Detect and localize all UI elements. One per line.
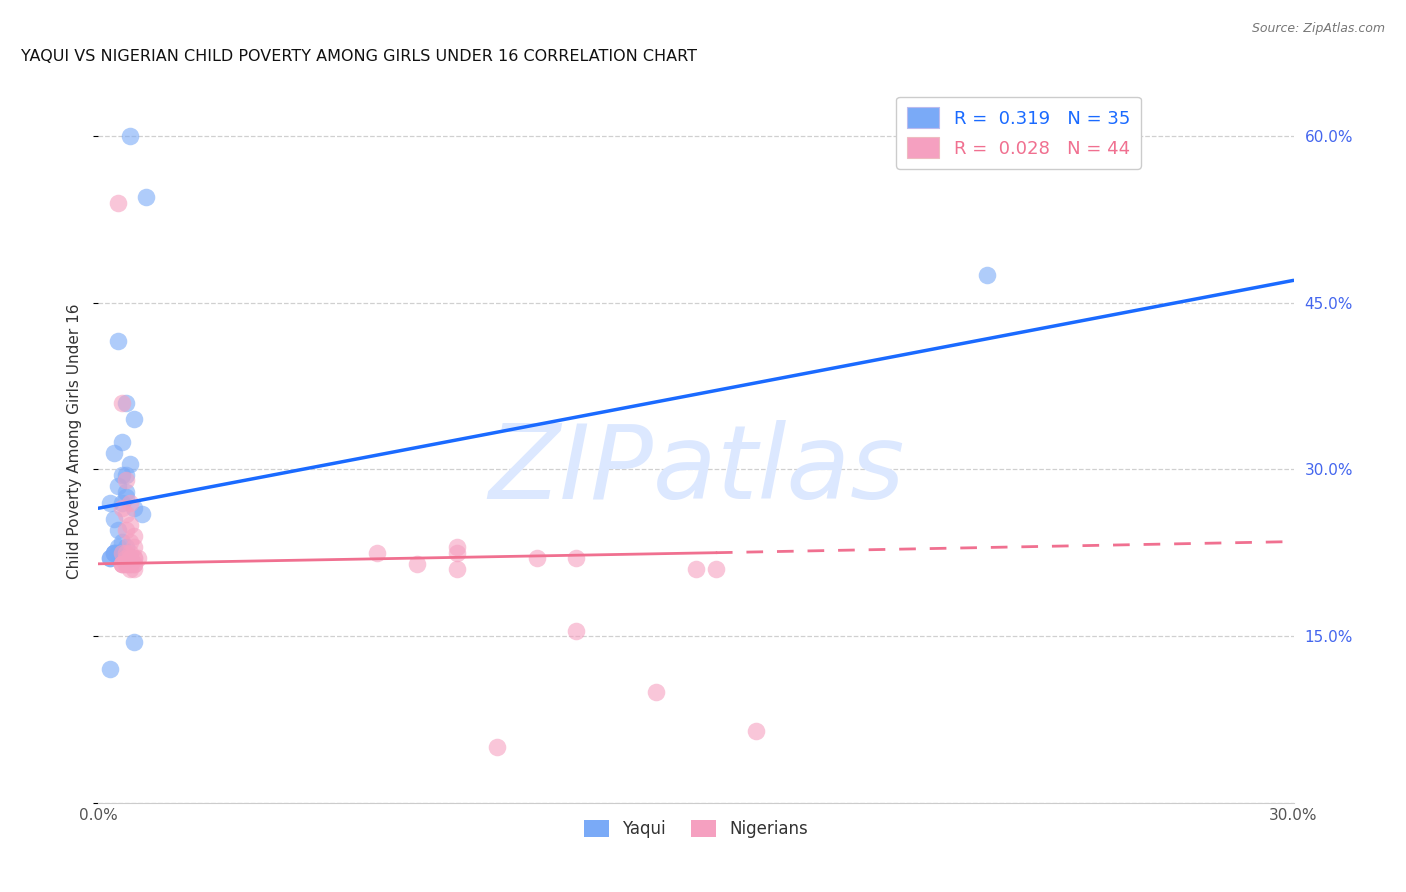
Point bbox=[103, 546, 125, 560]
Point bbox=[103, 445, 125, 459]
Point bbox=[115, 484, 138, 499]
Point bbox=[98, 551, 122, 566]
Point bbox=[446, 562, 468, 576]
Point bbox=[120, 551, 142, 566]
Point bbox=[645, 684, 668, 698]
Point bbox=[115, 546, 138, 560]
Point bbox=[107, 479, 129, 493]
Point bbox=[124, 412, 146, 426]
Point bbox=[120, 534, 142, 549]
Point bbox=[115, 490, 138, 504]
Point bbox=[107, 546, 129, 560]
Point bbox=[446, 540, 468, 554]
Point bbox=[120, 562, 142, 576]
Point bbox=[124, 634, 146, 648]
Point bbox=[120, 557, 142, 571]
Point bbox=[107, 540, 129, 554]
Point bbox=[124, 557, 146, 571]
Point bbox=[120, 457, 142, 471]
Point bbox=[366, 546, 388, 560]
Point bbox=[120, 551, 142, 566]
Point bbox=[107, 195, 129, 210]
Point bbox=[115, 551, 138, 566]
Point bbox=[111, 551, 134, 566]
Point bbox=[704, 562, 727, 576]
Point bbox=[120, 557, 142, 571]
Point bbox=[120, 128, 142, 143]
Point bbox=[107, 334, 129, 349]
Y-axis label: Child Poverty Among Girls Under 16: Child Poverty Among Girls Under 16 bbox=[67, 304, 83, 579]
Point bbox=[131, 507, 153, 521]
Point bbox=[124, 540, 146, 554]
Point bbox=[485, 740, 508, 755]
Point bbox=[103, 512, 125, 526]
Point bbox=[111, 557, 134, 571]
Point bbox=[115, 557, 138, 571]
Point bbox=[446, 546, 468, 560]
Point bbox=[111, 501, 134, 516]
Point bbox=[124, 501, 146, 516]
Point bbox=[115, 395, 138, 409]
Point bbox=[111, 467, 134, 482]
Point bbox=[103, 546, 125, 560]
Point bbox=[685, 562, 707, 576]
Legend: Yaqui, Nigerians: Yaqui, Nigerians bbox=[578, 814, 814, 845]
Point bbox=[124, 551, 146, 566]
Point bbox=[115, 474, 138, 488]
Point bbox=[98, 662, 122, 676]
Point bbox=[135, 190, 157, 204]
Text: YAQUI VS NIGERIAN CHILD POVERTY AMONG GIRLS UNDER 16 CORRELATION CHART: YAQUI VS NIGERIAN CHILD POVERTY AMONG GI… bbox=[21, 49, 697, 64]
Point bbox=[111, 496, 134, 510]
Point bbox=[120, 546, 142, 560]
Point bbox=[124, 551, 146, 566]
Point bbox=[406, 557, 429, 571]
Point bbox=[111, 557, 134, 571]
Point bbox=[111, 534, 134, 549]
Point bbox=[745, 723, 768, 738]
Point bbox=[526, 551, 548, 566]
Point bbox=[107, 546, 129, 560]
Point bbox=[111, 557, 134, 571]
Point bbox=[111, 395, 134, 409]
Point bbox=[120, 517, 142, 532]
Point bbox=[107, 524, 129, 538]
Text: Source: ZipAtlas.com: Source: ZipAtlas.com bbox=[1251, 22, 1385, 36]
Point bbox=[115, 540, 138, 554]
Point bbox=[976, 268, 998, 282]
Point bbox=[565, 551, 588, 566]
Point bbox=[103, 546, 125, 560]
Point bbox=[120, 496, 142, 510]
Point bbox=[124, 562, 146, 576]
Point bbox=[124, 557, 146, 571]
Point bbox=[111, 551, 134, 566]
Point bbox=[115, 507, 138, 521]
Point bbox=[111, 546, 134, 560]
Point bbox=[127, 551, 149, 566]
Point bbox=[124, 529, 146, 543]
Point bbox=[98, 496, 122, 510]
Point bbox=[120, 551, 142, 566]
Point bbox=[115, 524, 138, 538]
Point bbox=[115, 467, 138, 482]
Point bbox=[115, 557, 138, 571]
Text: ZIPatlas: ZIPatlas bbox=[488, 420, 904, 520]
Point bbox=[98, 551, 122, 566]
Point bbox=[565, 624, 588, 638]
Point bbox=[111, 434, 134, 449]
